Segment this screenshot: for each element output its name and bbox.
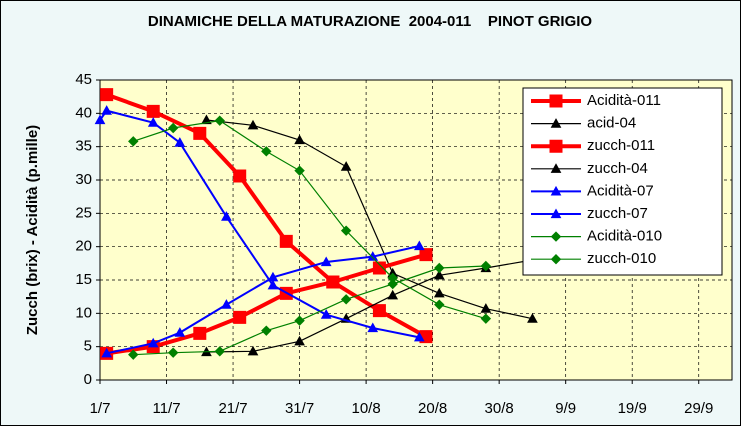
marker xyxy=(193,326,207,340)
legend-label: Acidità-010 xyxy=(587,228,662,245)
y-tick-label: 15 xyxy=(75,271,92,288)
marker xyxy=(94,114,106,125)
marker xyxy=(214,346,225,357)
legend-marker xyxy=(549,139,563,153)
marker xyxy=(279,234,293,248)
marker xyxy=(320,309,332,319)
marker xyxy=(101,347,113,358)
legend-label: zucch-04 xyxy=(587,160,648,177)
marker xyxy=(174,137,186,147)
marker xyxy=(247,119,259,130)
marker xyxy=(326,275,340,289)
marker xyxy=(434,262,445,274)
marker xyxy=(233,169,247,183)
marker xyxy=(267,271,279,282)
marker xyxy=(100,88,114,102)
series-line xyxy=(206,119,533,320)
series-line xyxy=(106,245,420,355)
x-tick-label: 30/8 xyxy=(485,400,514,417)
y-axis-label: Zucch (brix) - Acidità (p.mille) xyxy=(24,125,41,335)
marker xyxy=(221,299,232,309)
legend-marker xyxy=(550,185,562,196)
y-tick-label: 10 xyxy=(75,304,92,321)
marker xyxy=(433,269,445,280)
marker xyxy=(233,310,247,324)
marker xyxy=(413,331,425,342)
marker xyxy=(480,260,492,272)
legend-label: zucch-010 xyxy=(587,250,656,267)
legend-marker xyxy=(550,253,562,265)
marker xyxy=(294,165,305,176)
marker xyxy=(128,349,139,360)
y-tick-label: 30 xyxy=(75,171,92,188)
marker xyxy=(480,313,492,324)
marker xyxy=(367,322,379,333)
legend-marker xyxy=(550,163,562,173)
y-tick-label: 40 xyxy=(75,104,92,121)
marker xyxy=(167,122,179,134)
marker xyxy=(527,313,538,323)
y-tick-label: 5 xyxy=(84,338,92,355)
y-tick-label: 25 xyxy=(75,204,92,221)
marker xyxy=(294,134,305,145)
marker xyxy=(433,287,445,298)
marker xyxy=(267,279,279,290)
marker xyxy=(261,325,272,336)
legend-label: zucch-011 xyxy=(587,137,655,154)
marker xyxy=(193,126,207,140)
marker xyxy=(147,117,159,127)
x-tick-label: 20/8 xyxy=(418,400,447,417)
y-tick-label: 20 xyxy=(75,238,92,255)
series-line xyxy=(206,259,533,353)
legend-label: Acidità-07 xyxy=(587,182,654,199)
x-tick-label: 10/8 xyxy=(352,400,381,417)
marker xyxy=(419,248,433,262)
x-tick-label: 9/9 xyxy=(555,400,576,417)
marker xyxy=(128,136,139,147)
legend-label: acid-04 xyxy=(587,115,636,132)
marker xyxy=(101,105,113,115)
x-tick-label: 19/9 xyxy=(618,400,647,417)
marker xyxy=(247,345,259,356)
legend-marker xyxy=(550,231,562,242)
marker xyxy=(146,104,160,118)
marker xyxy=(340,225,352,236)
y-tick-label: 0 xyxy=(84,371,92,388)
marker xyxy=(320,256,332,267)
y-tick-label: 45 xyxy=(75,71,92,88)
x-tick-label: 11/7 xyxy=(152,400,180,417)
marker xyxy=(340,161,352,171)
legend-marker xyxy=(550,118,562,128)
marker xyxy=(167,347,179,358)
marker xyxy=(413,240,425,251)
series-line xyxy=(106,252,427,356)
marker xyxy=(294,315,305,326)
x-tick-label: 29/9 xyxy=(684,400,713,417)
y-tick-label: 35 xyxy=(75,138,92,155)
x-tick-label: 21/7 xyxy=(218,400,247,417)
marker xyxy=(294,335,305,346)
plot-border xyxy=(99,79,733,381)
legend-marker xyxy=(550,208,562,219)
legend-label: zucch-07 xyxy=(587,205,648,222)
marker xyxy=(372,261,386,275)
x-tick-label: 31/7 xyxy=(285,400,314,417)
marker xyxy=(387,278,398,290)
legend-label: Acidità-011 xyxy=(587,92,661,109)
marker xyxy=(221,211,232,221)
marker xyxy=(480,303,492,313)
marker xyxy=(261,146,272,157)
marker xyxy=(214,115,225,126)
marker xyxy=(201,114,212,125)
x-tick-label: 1/7 xyxy=(90,400,111,417)
chart-title: DINAMICHE DELLA MATURAZIONE 2004-011 PIN… xyxy=(148,13,593,30)
marker xyxy=(147,337,159,348)
marker xyxy=(387,289,399,300)
marker xyxy=(174,327,186,337)
marker xyxy=(434,299,445,310)
marker xyxy=(372,304,386,318)
marker xyxy=(340,294,352,305)
legend-marker xyxy=(549,94,563,108)
